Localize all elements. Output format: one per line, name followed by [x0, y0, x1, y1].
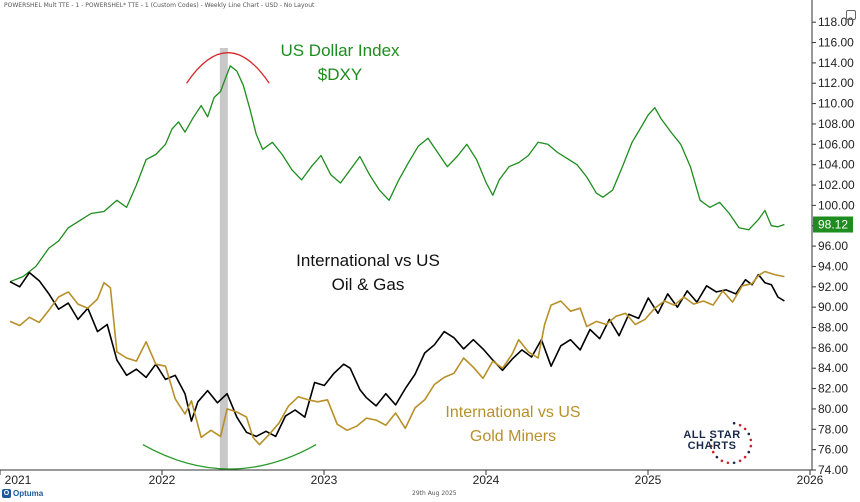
optuma-logo-icon: O — [2, 489, 11, 498]
y-tick-label: 108.00 — [818, 117, 855, 131]
label-layer: US Dollar Index $DXY International vs US Oi… — [280, 41, 853, 445]
logo-star — [743, 455, 747, 459]
series-label-1: Oil & Gas — [332, 275, 405, 294]
footer-date: 29th Aug 2025 — [412, 490, 457, 497]
x-tick-label: 2023 — [311, 473, 338, 487]
series-line-2 — [9, 270, 785, 446]
logo-text: ALL STAR CHARTS — [680, 430, 744, 452]
y-tick-label: 88.00 — [818, 321, 848, 335]
series-label-0: US Dollar Index — [280, 41, 400, 60]
all-star-charts-logo: ALL STAR CHARTS — [680, 418, 770, 468]
y-tick-label: 96.00 — [818, 239, 848, 253]
logo-star — [738, 459, 742, 463]
axis-layer: 74.00 76.00 78.00 80.00 82.00 84.00 86.00 88.00… — [0, 0, 855, 487]
logo-star — [711, 450, 715, 454]
series-line-1 — [9, 271, 785, 438]
y-tick-label: 94.00 — [818, 259, 848, 273]
brand-footer: O Optuma — [2, 489, 43, 498]
highlight-band — [219, 48, 228, 470]
y-tick-label: 74.00 — [818, 463, 848, 477]
y-tick-label: 92.00 — [818, 280, 848, 294]
logo-star — [720, 459, 724, 463]
annotation-layer — [142, 52, 317, 470]
chart-header-text: POWERSHEL Mult TTE - 1 - POWERSHEL* TTE … — [4, 2, 315, 9]
star-ring-icon — [709, 421, 753, 465]
last-value-badge — [813, 216, 853, 233]
logo-star — [749, 438, 753, 442]
x-tick-label: 2024 — [473, 473, 500, 487]
lock-icon[interactable] — [846, 10, 856, 20]
x-tick-label: 2025 — [635, 473, 662, 487]
logo-star — [732, 461, 736, 465]
y-tick-label: 86.00 — [818, 341, 848, 355]
y-tick-label: 104.00 — [818, 158, 855, 172]
logo-star — [749, 444, 753, 448]
y-tick-label: 100.00 — [818, 198, 855, 212]
y-tick-label: 116.00 — [818, 36, 854, 50]
logo-star — [709, 444, 713, 448]
y-tick-label: 80.00 — [818, 402, 848, 416]
logo-line-1: ALL STAR — [683, 429, 741, 441]
annotation-arc-0 — [186, 52, 270, 84]
series-label-0: $DXY — [318, 65, 362, 84]
series-layer — [9, 65, 785, 446]
brand-name: Optuma — [13, 489, 44, 498]
y-tick-label: 110.00 — [818, 97, 854, 111]
highlight-band-layer — [219, 48, 228, 470]
series-label-1: International vs US — [296, 251, 440, 270]
logo-star — [743, 427, 747, 431]
series-line-0 — [9, 65, 785, 283]
x-tick-label: 2021 — [5, 473, 32, 487]
logo-star — [709, 438, 713, 442]
series-label-2: Gold Miners — [470, 428, 556, 445]
logo-star — [715, 455, 719, 459]
y-tick-label: 118.00 — [818, 15, 854, 29]
y-tick-label: 78.00 — [818, 422, 848, 436]
logo-star — [747, 450, 751, 454]
y-tick-label: 106.00 — [818, 137, 855, 151]
logo-star — [738, 423, 742, 427]
series-label-2: International vs US — [445, 404, 580, 421]
y-tick-label: 76.00 — [818, 443, 848, 457]
logo-line-2: CHARTS — [687, 440, 737, 452]
y-tick-label: 84.00 — [818, 361, 848, 375]
logo-star — [747, 432, 751, 436]
x-tick-label: 2022 — [149, 473, 176, 487]
logo-star — [726, 461, 730, 465]
y-tick-label: 82.00 — [818, 382, 848, 396]
y-tick-label: 90.00 — [818, 300, 848, 314]
x-tick-label: 2026 — [797, 473, 824, 487]
y-tick-label: 102.00 — [818, 178, 855, 192]
annotation-arc-1 — [142, 443, 317, 470]
logo-star — [732, 421, 736, 425]
last-value-badge-text: 98.12 — [818, 218, 848, 232]
y-tick-label: 114.00 — [818, 56, 854, 70]
y-tick-label: 112.00 — [818, 76, 854, 90]
